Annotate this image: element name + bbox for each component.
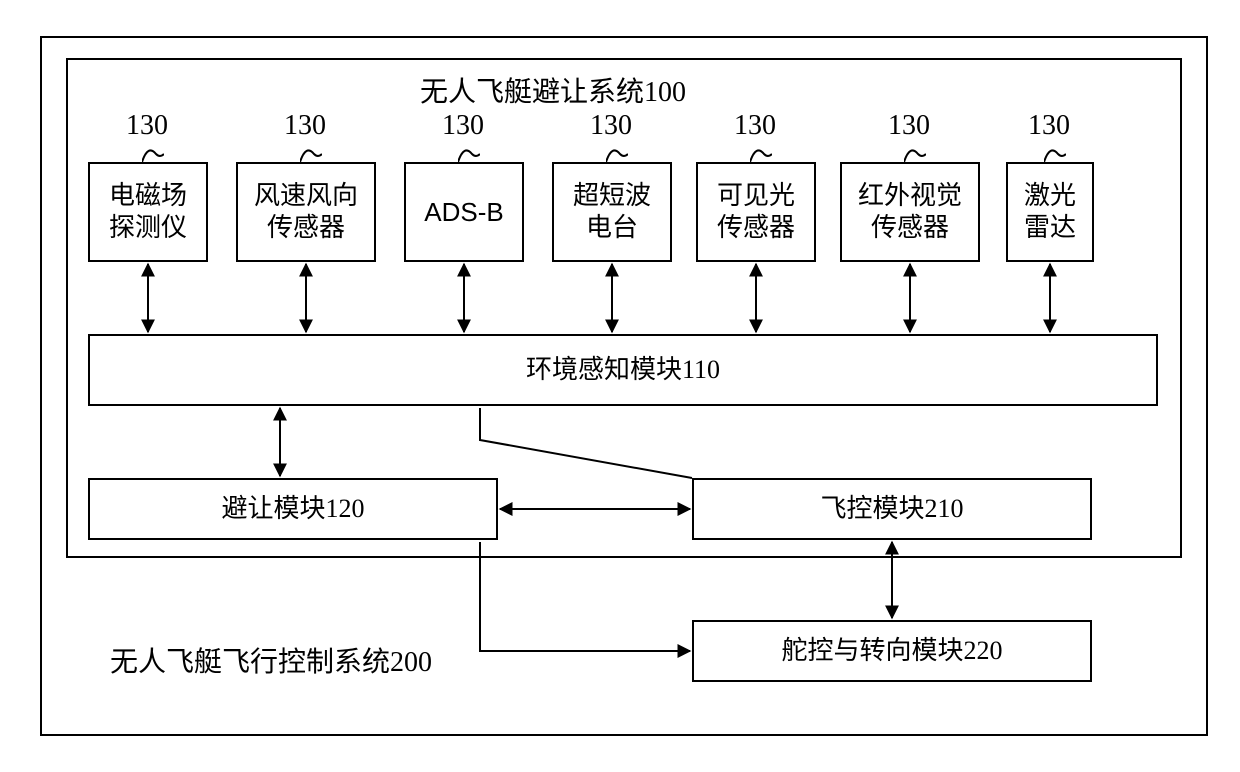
sensor-visible: 可见光 传感器 xyxy=(696,162,816,262)
ref-130-visible: 130 xyxy=(734,110,776,142)
sensor-adsb: ADS-B xyxy=(404,162,524,262)
sensor-ir: 红外视觉 传感器 xyxy=(840,162,980,262)
env-module: 环境感知模块110 xyxy=(88,334,1158,406)
sensor-lidar-label: 激光 雷达 xyxy=(1024,180,1076,245)
ref-130-adsb: 130 xyxy=(442,110,484,142)
avoid-module: 避让模块120 xyxy=(88,478,498,540)
sensor-wind-label: 风速风向 传感器 xyxy=(254,180,358,245)
rudder-module-label: 舵控与转向模块220 xyxy=(781,635,1002,668)
env-module-label: 环境感知模块110 xyxy=(526,354,720,387)
system-200-label: 无人飞艇飞行控制系统200 xyxy=(110,640,432,680)
ref-tick-lidar xyxy=(1044,144,1066,162)
ref-130-emf: 130 xyxy=(126,110,168,142)
ref-130-lidar: 130 xyxy=(1028,110,1070,142)
ref-tick-emf xyxy=(142,144,164,162)
fc-module: 飞控模块210 xyxy=(692,478,1092,540)
rudder-module: 舵控与转向模块220 xyxy=(692,620,1092,682)
ref-tick-uhf xyxy=(606,144,628,162)
ref-130-ir: 130 xyxy=(888,110,930,142)
sensor-ir-label: 红外视觉 传感器 xyxy=(858,180,962,245)
ref-tick-ir xyxy=(904,144,926,162)
ref-130-uhf: 130 xyxy=(590,110,632,142)
system-100-title: 无人飞艇避让系统100 xyxy=(420,70,686,110)
sensor-adsb-label: ADS-B xyxy=(424,196,503,229)
sensor-lidar: 激光 雷达 xyxy=(1006,162,1094,262)
avoid-module-label: 避让模块120 xyxy=(221,493,364,526)
sensor-emf-label: 电磁场 探测仪 xyxy=(109,180,187,245)
sensor-uhf: 超短波 电台 xyxy=(552,162,672,262)
sensor-wind: 风速风向 传感器 xyxy=(236,162,376,262)
fc-module-label: 飞控模块210 xyxy=(820,493,963,526)
ref-tick-adsb xyxy=(458,144,480,162)
sensor-uhf-label: 超短波 电台 xyxy=(573,180,651,245)
ref-130-wind: 130 xyxy=(284,110,326,142)
sensor-visible-label: 可见光 传感器 xyxy=(717,180,795,245)
sensor-emf: 电磁场 探测仪 xyxy=(88,162,208,262)
ref-tick-visible xyxy=(750,144,772,162)
ref-tick-wind xyxy=(300,144,322,162)
